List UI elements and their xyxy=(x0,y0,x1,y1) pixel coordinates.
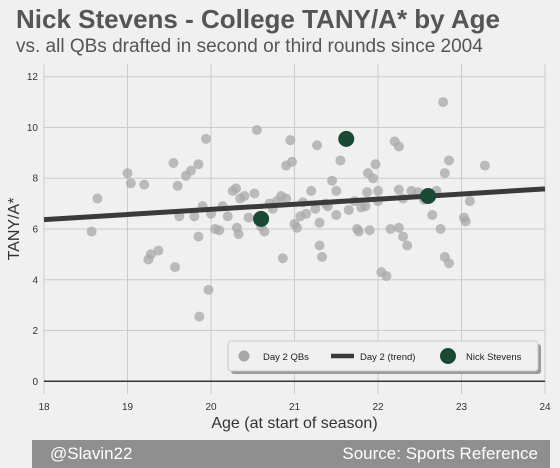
x-tick-label: 20 xyxy=(205,402,217,413)
day2-qb-point xyxy=(464,196,475,207)
day2-qb-point xyxy=(398,231,409,242)
legend-marker-nick-stevens xyxy=(440,348,456,364)
day2-qb-point xyxy=(353,226,364,237)
x-tick-label: 22 xyxy=(372,402,384,413)
legend-label-day2-qbs: Day 2 QBs xyxy=(263,352,309,363)
day2-qb-point xyxy=(362,187,373,198)
x-axis-label: Age (at start of season) xyxy=(211,415,377,432)
day2-qb-point xyxy=(86,226,97,237)
day2-qb-point xyxy=(443,258,454,269)
y-tick-label: 2 xyxy=(32,326,38,337)
day2-qb-point xyxy=(438,97,449,108)
day2-qb-point xyxy=(285,135,296,146)
day2-qb-point xyxy=(364,225,375,236)
day2-qb-point xyxy=(153,245,164,256)
day2-qb-point xyxy=(479,160,490,171)
day2-qb-point xyxy=(314,217,325,228)
day2-qb-point xyxy=(233,229,244,240)
day2-qb-point xyxy=(367,173,378,184)
day2-qb-point xyxy=(170,262,181,273)
day2-qb-point xyxy=(443,155,454,166)
legend-label-nick-stevens: Nick Stevens xyxy=(466,352,522,363)
day2-qb-point xyxy=(214,225,225,236)
day2-qb-point xyxy=(189,211,200,222)
y-tick-label: 4 xyxy=(32,275,38,286)
nick-stevens-point xyxy=(253,210,270,227)
nick-stevens-point xyxy=(338,130,355,147)
day2-qb-point xyxy=(373,185,383,196)
day2-qb-point xyxy=(306,185,317,196)
day2-qb-point xyxy=(193,159,204,170)
chart-subtitle: vs. all QBs drafted in second or third r… xyxy=(16,36,483,57)
day2-qb-point xyxy=(385,224,396,234)
day2-qb-point xyxy=(331,210,342,221)
x-tick-label: 23 xyxy=(456,402,468,413)
day2-qb-point xyxy=(243,212,254,223)
x-tick-label: 24 xyxy=(539,402,551,413)
legend-label-trend: Day 2 (trend) xyxy=(360,352,415,363)
day2-qb-point xyxy=(168,158,179,168)
chart-title: Nick Stevens - College TANY/A* by Age xyxy=(16,4,501,34)
day2-qb-point xyxy=(203,284,214,295)
author-handle: @Slavin22 xyxy=(50,444,133,463)
day2-qb-point xyxy=(200,133,211,144)
x-tick-label: 21 xyxy=(289,402,301,413)
day2-qb-point xyxy=(393,141,404,152)
day2-qb-point xyxy=(439,168,450,179)
day2-qb-point xyxy=(139,179,150,190)
legend-marker-day2-qbs xyxy=(238,350,250,362)
day2-qb-point xyxy=(92,193,103,204)
y-tick-label: 8 xyxy=(32,174,38,185)
day2-qb-point xyxy=(393,222,404,233)
day2-qb-point xyxy=(251,125,262,135)
y-tick-label: 6 xyxy=(32,225,38,236)
y-tick-label: 0 xyxy=(32,377,38,388)
day2-qb-point xyxy=(292,222,303,233)
day2-qb-point xyxy=(393,184,404,195)
day2-qb-point xyxy=(427,210,438,221)
day2-qb-point xyxy=(185,165,196,176)
day2-qb-point xyxy=(231,183,242,194)
day2-qb-point xyxy=(249,188,260,199)
x-tick-label: 18 xyxy=(38,402,50,413)
day2-qb-point xyxy=(460,216,471,227)
day2-qb-point xyxy=(370,159,381,170)
y-tick-label: 10 xyxy=(27,123,39,134)
day2-qb-point xyxy=(286,156,297,167)
day2-qb-point xyxy=(145,249,156,260)
y-tick-label: 12 xyxy=(27,72,39,83)
legend-box xyxy=(227,340,539,372)
day2-qb-point xyxy=(301,208,312,219)
day2-qb-point xyxy=(259,226,270,237)
day2-qb-point xyxy=(343,204,354,215)
trend-line xyxy=(43,186,546,223)
day2-qb-point xyxy=(314,240,325,251)
source-credit: Source: Sports Reference xyxy=(342,444,538,463)
day2-qb-point xyxy=(381,270,392,281)
day2-qb-point xyxy=(335,155,346,166)
day2-qb-point xyxy=(435,224,446,234)
day2-qb-point xyxy=(317,251,328,262)
day2-qb-point xyxy=(331,185,342,196)
day2-qb-point xyxy=(222,211,233,222)
day2-qb-point xyxy=(402,240,413,251)
nick-stevens-point xyxy=(420,188,437,204)
day2-qb-point xyxy=(310,203,321,214)
day2-qb-point xyxy=(360,201,371,212)
day2-qb-point xyxy=(125,178,136,189)
day2-qb-point xyxy=(194,311,205,322)
day2-qb-point xyxy=(281,193,292,204)
day2-qb-point xyxy=(239,191,250,201)
day2-qb-point xyxy=(193,231,204,242)
day2-qb-point xyxy=(172,180,183,191)
y-axis-label: TANY/A* xyxy=(6,198,23,261)
x-tick-label: 19 xyxy=(122,402,134,413)
footer-bar: @Slavin22 Source: Sports Reference xyxy=(32,440,550,468)
day2-qb-point xyxy=(277,253,288,264)
day2-qb-point xyxy=(312,140,323,151)
day2-qb-point xyxy=(327,175,338,186)
day2-qb-point xyxy=(122,168,133,179)
